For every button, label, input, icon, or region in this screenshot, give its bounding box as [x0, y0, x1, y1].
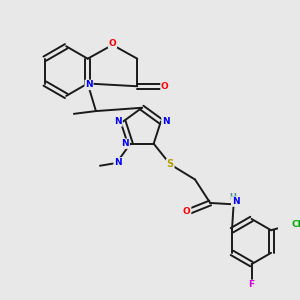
Text: H: H [229, 193, 236, 202]
Text: N: N [122, 139, 129, 148]
Text: F: F [248, 280, 255, 289]
Text: S: S [167, 159, 174, 170]
Text: N: N [85, 80, 93, 89]
Text: N: N [114, 117, 122, 126]
Text: N: N [114, 158, 122, 167]
Text: O: O [183, 207, 190, 216]
Text: N: N [162, 117, 170, 126]
Text: O: O [161, 82, 169, 91]
Text: Cl: Cl [291, 220, 300, 229]
Text: N: N [232, 197, 239, 206]
Text: O: O [109, 39, 116, 48]
